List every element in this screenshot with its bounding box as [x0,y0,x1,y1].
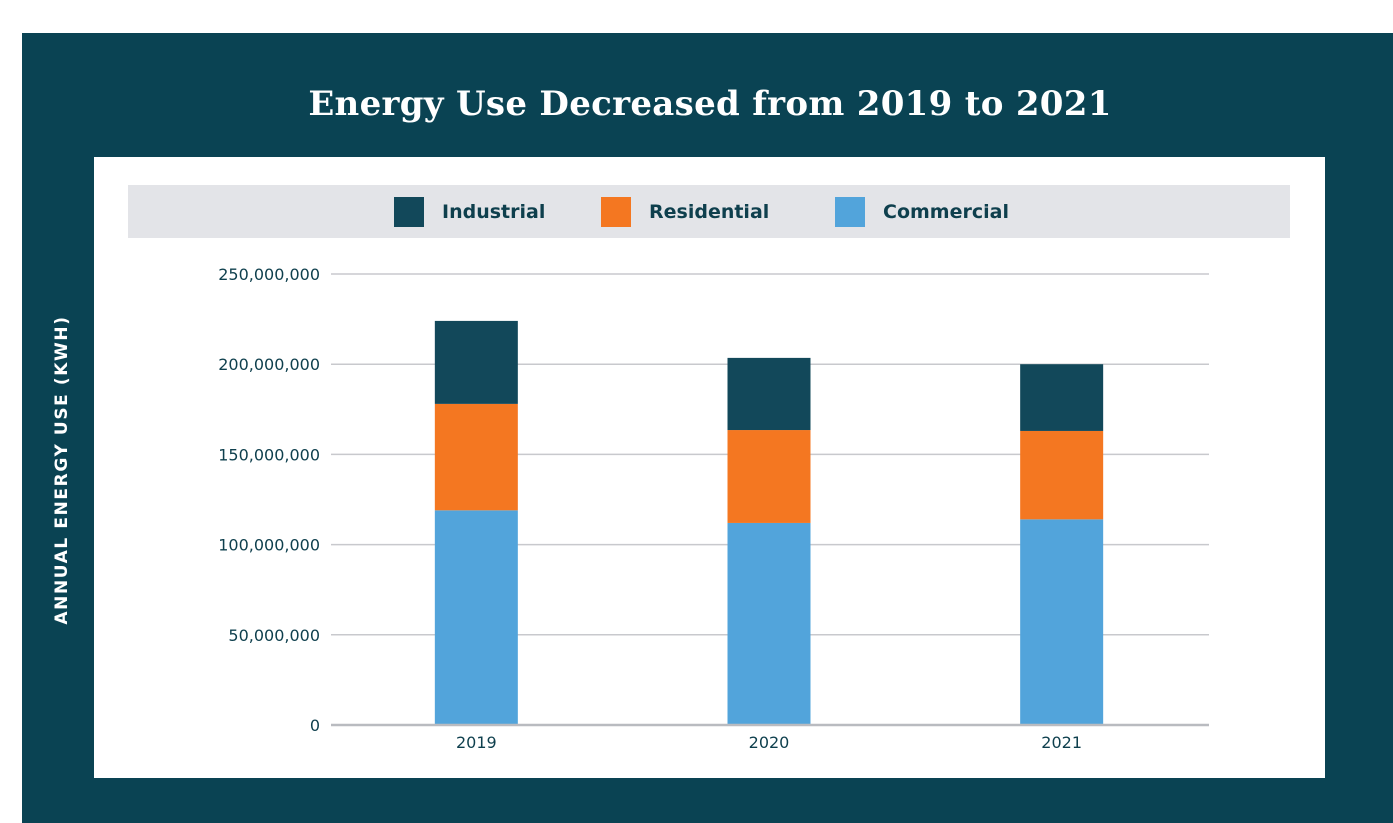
x-tick-label-2020: 2020 [749,733,790,752]
chart-title: Energy Use Decreased from 2019 to 2021 [308,84,1112,124]
y-tick-label: 50,000,000 [228,626,320,645]
y-tick-label: 200,000,000 [218,355,320,374]
y-tick-label: 0 [310,716,320,735]
bar-commercial-2021 [1020,519,1104,725]
legend-label-residential: Residential [649,201,770,223]
bar-commercial-2019 [434,510,518,725]
legend: Industrial Residential Commercial [128,185,1290,238]
chart-card [94,157,1325,778]
bar-residential-2020 [727,430,811,523]
y-tick-label: 250,000,000 [218,265,320,284]
legend-swatch-industrial [394,197,424,227]
bar-industrial-2019 [434,320,518,404]
x-axis-ticks: 2019 2020 2021 [456,733,1082,752]
legend-swatch-commercial [835,197,865,227]
x-tick-label-2019: 2019 [456,733,497,752]
bar-industrial-2021 [1020,364,1104,431]
y-axis-ticks: 0 50,000,000 100,000,000 150,000,000 200,000… [218,265,320,735]
bar-residential-2021 [1020,430,1104,520]
legend-label-industrial: Industrial [442,201,546,223]
y-tick-label: 150,000,000 [218,445,320,464]
legend-item-residential: Residential [601,197,769,227]
bar-industrial-2020 [727,357,811,431]
y-tick-label: 100,000,000 [218,536,320,555]
bars [434,320,1104,725]
bar-residential-2019 [434,403,518,511]
legend-label-commercial: Commercial [883,201,1009,223]
x-tick-label-2021: 2021 [1041,733,1082,752]
bar-commercial-2020 [727,522,811,725]
legend-item-industrial: Industrial [394,197,545,227]
legend-swatch-residential [601,197,631,227]
legend-item-commercial: Commercial [835,197,1009,227]
